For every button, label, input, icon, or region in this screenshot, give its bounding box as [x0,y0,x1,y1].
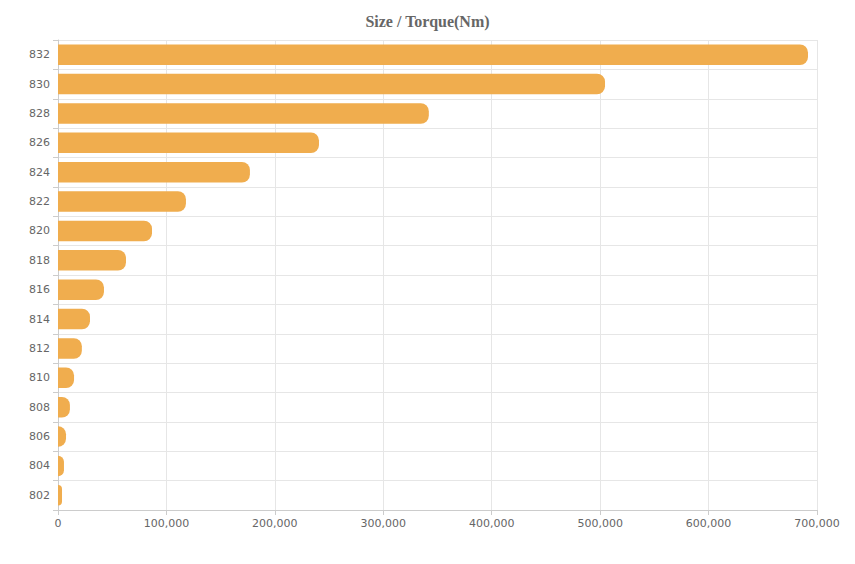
svg-text:822: 822 [29,195,50,208]
svg-text:820: 820 [29,224,50,237]
svg-text:200,000: 200,000 [252,517,298,530]
svg-text:Size / Torque(Nm): Size / Torque(Nm) [365,13,489,31]
svg-text:100,000: 100,000 [144,517,190,530]
svg-text:806: 806 [29,430,50,443]
svg-text:814: 814 [29,313,50,326]
svg-text:400,000: 400,000 [469,517,515,530]
svg-text:0: 0 [55,517,62,530]
svg-text:818: 818 [29,254,50,267]
svg-text:830: 830 [29,78,50,91]
svg-text:812: 812 [29,342,50,355]
svg-text:816: 816 [29,283,50,296]
svg-text:600,000: 600,000 [686,517,732,530]
svg-text:832: 832 [29,48,50,61]
svg-text:810: 810 [29,371,50,384]
svg-text:808: 808 [29,401,50,414]
svg-text:300,000: 300,000 [361,517,407,530]
svg-text:824: 824 [29,166,50,179]
svg-text:826: 826 [29,136,50,149]
svg-text:828: 828 [29,107,50,120]
svg-text:700,000: 700,000 [794,517,840,530]
svg-text:500,000: 500,000 [577,517,623,530]
svg-text:804: 804 [29,459,50,472]
svg-text:802: 802 [29,489,50,502]
